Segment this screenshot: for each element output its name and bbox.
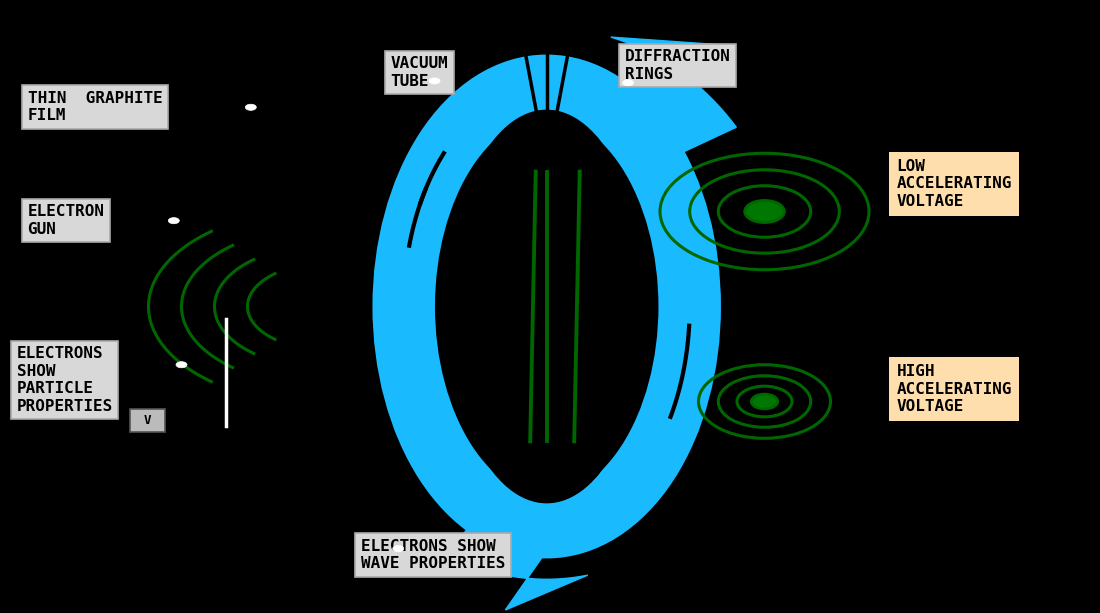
Text: THIN  GRAPHITE
FILM: THIN GRAPHITE FILM [28, 91, 163, 123]
Circle shape [623, 80, 634, 86]
Circle shape [176, 362, 187, 368]
Text: ELECTRONS
SHOW
PARTICLE
PROPERTIES: ELECTRONS SHOW PARTICLE PROPERTIES [16, 346, 112, 414]
Text: V: V [144, 414, 151, 427]
FancyBboxPatch shape [130, 409, 165, 432]
Text: ELECTRON
GUN: ELECTRON GUN [28, 205, 105, 237]
Text: ELECTRONS SHOW
WAVE PROPERTIES: ELECTRONS SHOW WAVE PROPERTIES [361, 539, 505, 571]
Polygon shape [581, 37, 736, 169]
Circle shape [245, 104, 256, 110]
Circle shape [168, 218, 179, 224]
Polygon shape [447, 501, 587, 610]
Circle shape [429, 78, 440, 84]
Ellipse shape [448, 110, 646, 503]
Text: VACUUM
TUBE: VACUUM TUBE [390, 56, 449, 88]
Text: HIGH
ACCELERATING
VOLTAGE: HIGH ACCELERATING VOLTAGE [896, 364, 1012, 414]
Text: LOW
ACCELERATING
VOLTAGE: LOW ACCELERATING VOLTAGE [896, 159, 1012, 209]
Circle shape [751, 394, 778, 409]
Circle shape [393, 546, 404, 552]
Text: DIFFRACTION
RINGS: DIFFRACTION RINGS [625, 50, 730, 82]
Circle shape [745, 200, 784, 223]
